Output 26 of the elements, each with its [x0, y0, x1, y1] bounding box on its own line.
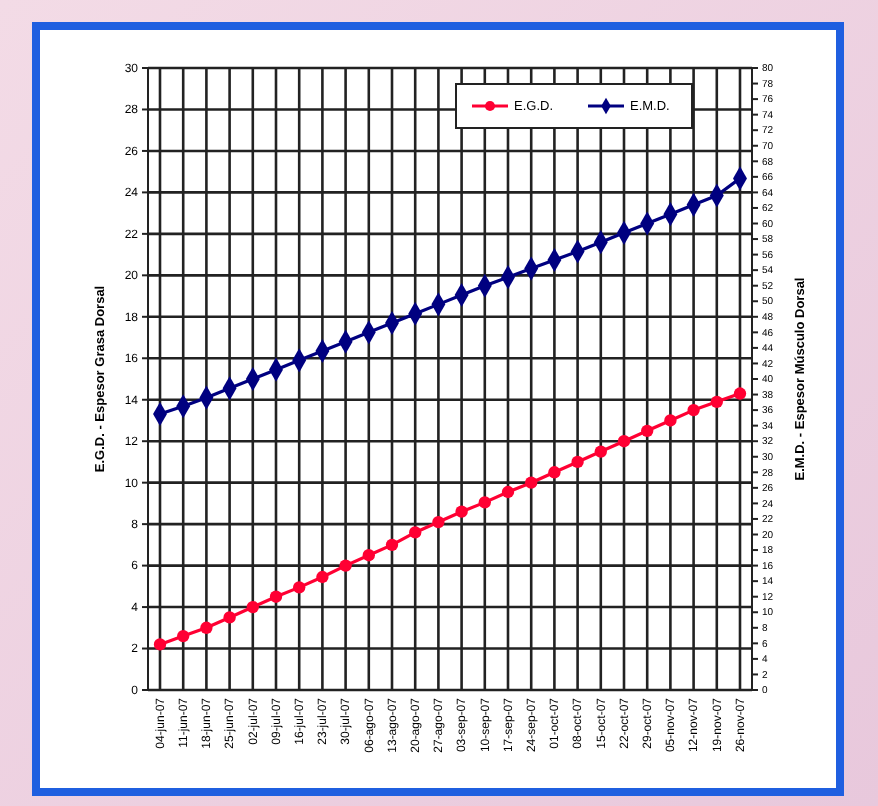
- point: [385, 538, 399, 552]
- point: [339, 559, 352, 572]
- point: [733, 387, 747, 400]
- point: [432, 515, 445, 529]
- point: [316, 570, 329, 584]
- point: [269, 590, 283, 603]
- point: [200, 621, 213, 634]
- point: [664, 414, 677, 427]
- point: [293, 581, 306, 594]
- point: [223, 611, 236, 624]
- point: [617, 435, 631, 448]
- point: [641, 424, 654, 437]
- point: [455, 505, 468, 518]
- point: [687, 403, 700, 417]
- point: [478, 496, 491, 509]
- point: [246, 600, 259, 614]
- point: [177, 629, 190, 643]
- point: [409, 526, 422, 539]
- point: [153, 638, 167, 651]
- point: [525, 476, 538, 489]
- point: [594, 445, 607, 458]
- point: [501, 485, 515, 499]
- point: [571, 455, 584, 469]
- point: [362, 549, 375, 562]
- point: [548, 466, 561, 479]
- point: [710, 395, 723, 408]
